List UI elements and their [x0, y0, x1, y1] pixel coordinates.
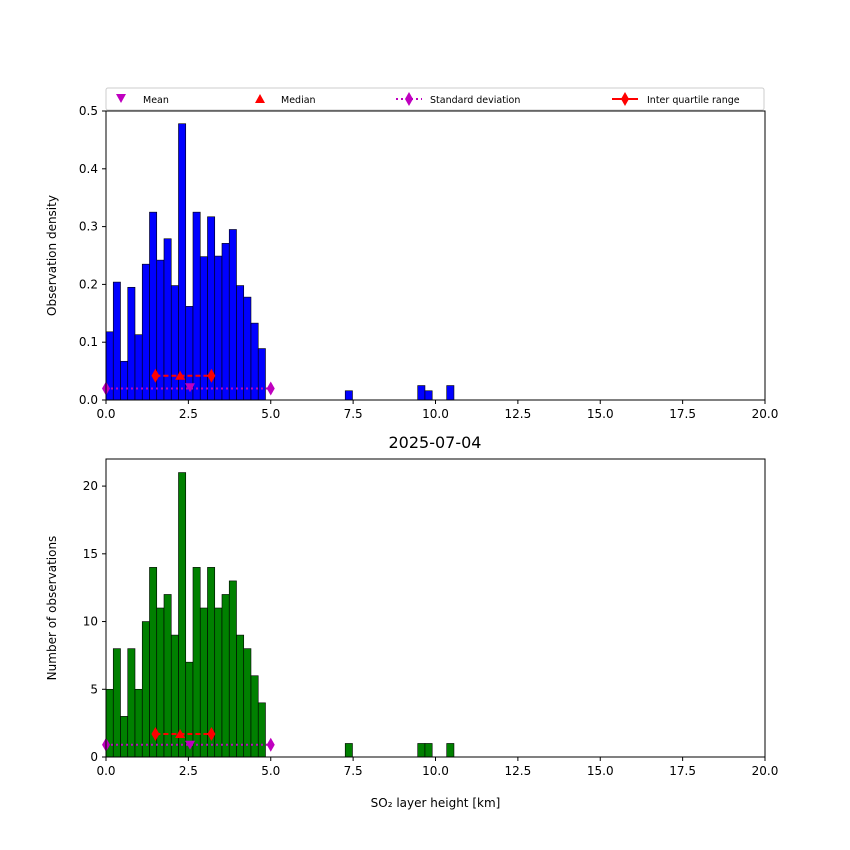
- histogram-bar: [257, 702, 266, 758]
- y-tick-label: 0.0: [79, 393, 98, 407]
- histogram-bar: [120, 360, 129, 401]
- histogram-bar: [170, 285, 179, 401]
- histogram-bar: [236, 285, 245, 401]
- x-tick-label: 5.0: [261, 764, 280, 778]
- y-axis-label: Observation density: [45, 195, 59, 316]
- x-tick-label: 2.5: [179, 764, 198, 778]
- histogram-bar: [417, 385, 426, 401]
- legend-item-mean: Mean: [116, 94, 169, 106]
- x-tick-label: 12.5: [505, 407, 532, 421]
- histogram-bar: [141, 263, 150, 401]
- histogram-bar: [344, 743, 353, 758]
- legend-item-inter-quartile-range: Inter quartile range: [612, 92, 740, 106]
- histogram-bar: [163, 594, 172, 758]
- legend-label: Standard deviation: [430, 95, 520, 106]
- x-tick-label: 7.5: [344, 764, 363, 778]
- mean-marker: [185, 740, 196, 750]
- histogram-bar: [192, 567, 201, 758]
- y-tick-label: 0.5: [79, 104, 98, 118]
- x-tick-label: 15.0: [587, 764, 614, 778]
- y-tick-label: 20: [83, 479, 98, 493]
- histogram-bar: [170, 634, 179, 758]
- histogram-bar: [141, 621, 150, 758]
- legend-label: Median: [281, 95, 316, 106]
- y-tick-label: 5: [90, 682, 98, 696]
- x-tick-label: 0.0: [96, 407, 115, 421]
- date-title: 2025-07-04: [389, 433, 482, 452]
- histogram-bar: [228, 229, 237, 401]
- x-tick-label: 5.0: [261, 407, 280, 421]
- count-histogram-panel: 0.0 2.5 5.0 7.5 10.0 12.5 15.0 17.5 20.0 0 5 10 15 20…: [45, 458, 779, 810]
- density-histogram-panel: 0.0 2.5 5.0 7.5 10.0 12.5 15.0 17.5 20.0 0.0 0.1 0.…: [45, 104, 778, 421]
- x-tick-label: 7.5: [344, 407, 363, 421]
- x-tick-label: 17.5: [669, 407, 696, 421]
- x-tick-label: 12.5: [505, 764, 532, 778]
- iqr-marker: [151, 726, 160, 741]
- y-tick-label: 0: [90, 750, 98, 764]
- legend: Mean Median Standard deviation Inter qua…: [105, 87, 765, 111]
- histogram-bar: [344, 390, 353, 401]
- y-tick-label: 0.4: [79, 162, 98, 176]
- iqr-marker: [207, 368, 216, 383]
- x-tick-label: 20.0: [752, 407, 779, 421]
- histogram-bar: [236, 634, 245, 758]
- legend-item-standard-deviation: Standard deviation: [396, 92, 520, 106]
- histogram-bar: [221, 243, 230, 401]
- x-tick-label: 0.0: [96, 764, 115, 778]
- legend-label: Inter quartile range: [647, 95, 740, 106]
- y-tick-label: 0.3: [79, 220, 98, 234]
- x-tick-label: 10.0: [422, 764, 449, 778]
- iqr-marker: [151, 368, 160, 383]
- median-marker-icon: [255, 94, 265, 103]
- histogram-bar: [156, 259, 165, 401]
- histogram-bar: [134, 688, 143, 758]
- iqr-marker: [207, 726, 216, 741]
- histogram-bar: [446, 743, 455, 758]
- y-tick-label: 0.2: [79, 277, 98, 291]
- histogram-bar: [417, 743, 426, 758]
- y-tick-label: 10: [83, 615, 98, 629]
- x-tick-label: 2.5: [179, 407, 198, 421]
- x-tick-label: 17.5: [669, 764, 696, 778]
- histogram-bar: [221, 594, 230, 758]
- histogram-bar: [424, 390, 433, 401]
- histogram-bar: [199, 256, 208, 401]
- histogram-bar: [178, 472, 187, 758]
- std-marker-icon: [405, 92, 413, 106]
- x-tick-label: 20.0: [752, 764, 779, 778]
- histogram-bar: [127, 286, 136, 401]
- histogram-bar: [228, 580, 237, 758]
- x-tick-label: 10.0: [422, 407, 449, 421]
- x-tick-label: 15.0: [587, 407, 614, 421]
- histogram-bar: [120, 716, 129, 758]
- y-tick-label: 15: [83, 547, 98, 561]
- histogram-bar: [214, 255, 223, 401]
- histogram-bar: [134, 334, 143, 401]
- iqr-marker-icon: [621, 92, 629, 106]
- histogram-bar: [112, 281, 121, 401]
- histogram-bar: [446, 385, 455, 401]
- median-marker: [175, 728, 186, 738]
- y-tick-label: 0.1: [79, 335, 98, 349]
- histogram-bar: [127, 648, 136, 758]
- histogram-bar: [112, 648, 121, 758]
- std-range-marker: [266, 737, 275, 752]
- histogram-bar: [243, 648, 252, 758]
- histogram-bar: [257, 348, 266, 401]
- legend-frame: [105, 87, 765, 111]
- median-marker: [175, 370, 186, 380]
- x-axis-label: SO₂ layer height [km]: [371, 796, 501, 810]
- histogram-bar: [192, 211, 201, 401]
- histogram-bar: [243, 296, 252, 401]
- histogram-bar: [214, 607, 223, 758]
- mean-marker: [185, 383, 196, 393]
- legend-label: Mean: [143, 95, 169, 106]
- histogram-bar: [424, 743, 433, 758]
- histogram-bar: [178, 123, 187, 401]
- legend-item-median: Median: [255, 94, 316, 106]
- std-range-marker: [266, 381, 275, 396]
- y-axis-label: Number of observations: [45, 536, 59, 681]
- mean-marker-icon: [116, 94, 126, 103]
